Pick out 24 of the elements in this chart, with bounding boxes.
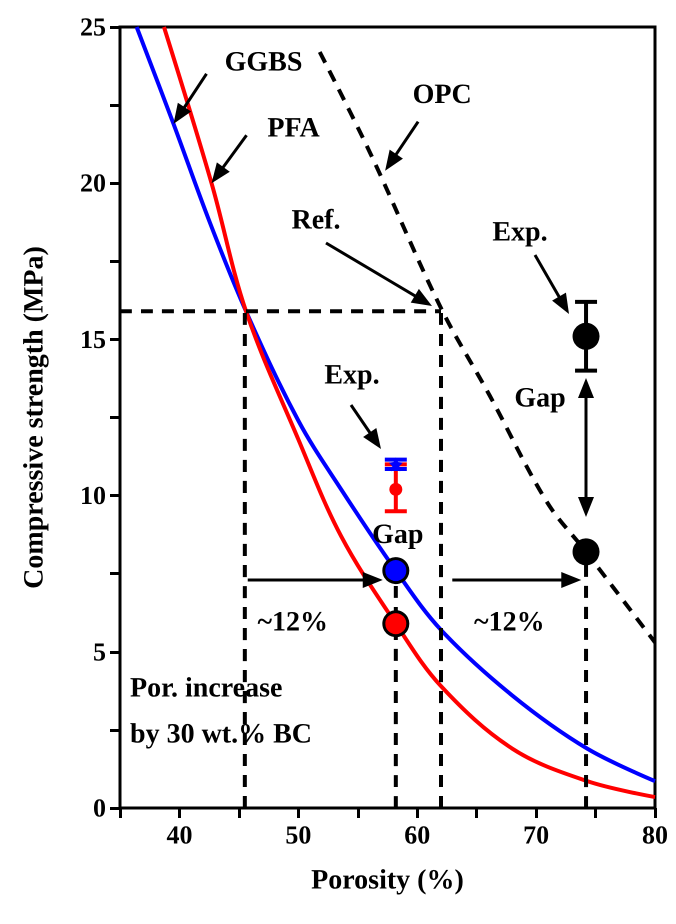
annotation: GGBS <box>224 46 302 78</box>
y-tick-label: 10 <box>80 481 106 510</box>
annotation: Gap <box>514 382 566 414</box>
annotation: Gap <box>372 519 424 550</box>
annotation: Por. increase by 30 wt.% BC <box>130 672 312 750</box>
y-tick-label: 25 <box>80 12 106 42</box>
x-tick-label: 40 <box>166 820 192 850</box>
annotation: ~12% <box>257 606 328 638</box>
annotation: Ref. <box>292 204 340 236</box>
annotation: PFA <box>267 112 320 144</box>
annotation: Exp. <box>324 360 380 390</box>
annotation: ~12% <box>474 606 545 638</box>
x-axis-title: Porosity (%) <box>311 864 464 896</box>
y-tick-label: 5 <box>93 637 106 666</box>
x-tick-label: 60 <box>404 820 430 850</box>
annotation: OPC <box>412 79 472 110</box>
annotation: Exp. <box>492 216 548 248</box>
x-tick-label: 50 <box>285 820 312 850</box>
y-axis-title: Compressive strength (MPa) <box>18 246 50 589</box>
y-tick-label: 20 <box>80 168 106 198</box>
x-tick-label: 70 <box>523 820 550 850</box>
y-tick-label: 15 <box>80 324 106 354</box>
y-tick-label: 0 <box>93 794 106 822</box>
x-tick-label: 80 <box>642 820 668 850</box>
